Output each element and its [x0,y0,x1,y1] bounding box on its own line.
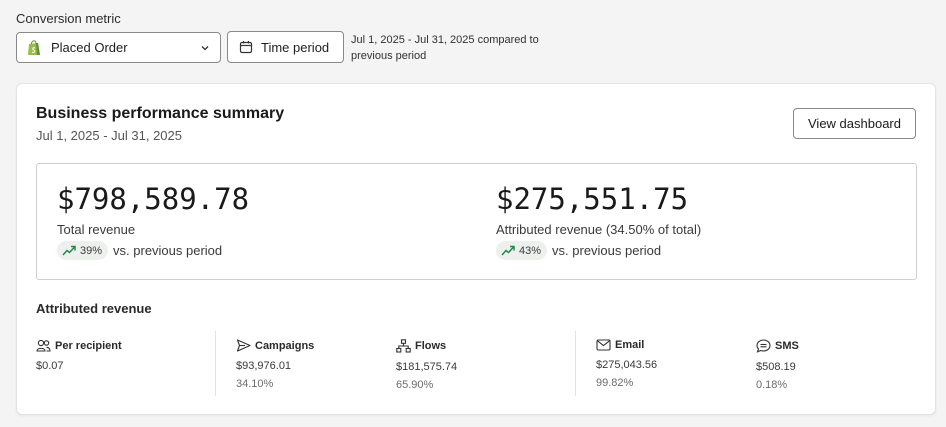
performance-summary-card: Business performance summary Jul 1, 2025… [16,83,936,415]
stat-value: $0.07 [36,360,64,372]
stat-label: SMS [775,340,799,352]
attributed-revenue-label: Attributed revenue (34.50% of total) [496,222,702,237]
attributed-revenue-amount: $275,551.75 [496,182,689,216]
stat-label: Per recipient [55,339,122,352]
revenue-summary-box: $798,589.78 Total revenue 39% vs. previo… [36,163,917,280]
stat-percent: 0.18% [756,379,788,391]
mail-icon [596,339,611,351]
trend-up-icon [501,245,515,256]
divider [575,331,576,396]
chevron-down-icon [200,43,210,53]
stat-value: $93,976.01 [236,360,292,372]
attributed-revenue-change: 43% vs. previous period [496,241,661,260]
stat-percent: 99.82% [596,377,634,389]
stat-label: Email [615,339,645,351]
total-revenue-amount: $798,589.78 [57,182,250,216]
total-revenue-change: 39% vs. previous period [57,241,222,260]
stat-per-recipient: Per recipient $0.07 [36,339,122,373]
change-percent: 43% [519,244,542,257]
stat-value: $275,043.56 [596,359,658,371]
stat-label: Campaigns [255,339,315,352]
card-title: Business performance summary [36,105,285,122]
time-period-button[interactable]: Time period [227,31,344,63]
attributed-revenue-title: Attributed revenue [36,301,152,316]
stat-value: $181,575.74 [396,361,458,373]
time-period-label: Time period [261,39,330,55]
stat-flows: Flows $181,575.74 65.90% [396,339,457,391]
conversion-metric-label: Conversion metric [16,11,121,26]
sms-icon [756,339,771,353]
send-icon [236,339,251,352]
stat-percent: 34.10% [236,378,274,390]
trend-up-icon [62,245,76,256]
conversion-metric-select[interactable]: Placed Order [16,32,221,63]
shopify-icon [27,39,41,56]
change-badge: 39% [57,241,109,260]
stat-percent: 65.90% [396,379,434,391]
stat-sms: SMS $508.19 0.18% [756,339,799,391]
change-suffix: vs. previous period [552,243,662,258]
flow-icon [396,339,411,353]
total-revenue-label: Total revenue [57,222,136,237]
stat-label: Flows [415,340,447,352]
divider [215,331,216,396]
change-badge: 43% [496,241,548,260]
comparison-date-text: Jul 1, 2025 - Jul 31, 2025 compared to p… [351,34,539,62]
calendar-icon [239,40,253,54]
card-date-range: Jul 1, 2025 - Jul 31, 2025 [36,128,182,143]
view-dashboard-button[interactable]: View dashboard [793,108,916,139]
stat-campaigns: Campaigns $93,976.01 34.10% [236,339,314,390]
change-suffix: vs. previous period [113,243,223,258]
stat-email: Email $275,043.56 99.82% [596,339,657,389]
people-icon [36,339,51,352]
change-percent: 39% [80,244,103,257]
stat-value: $508.19 [756,361,796,373]
selected-metric: Placed Order [51,40,128,55]
